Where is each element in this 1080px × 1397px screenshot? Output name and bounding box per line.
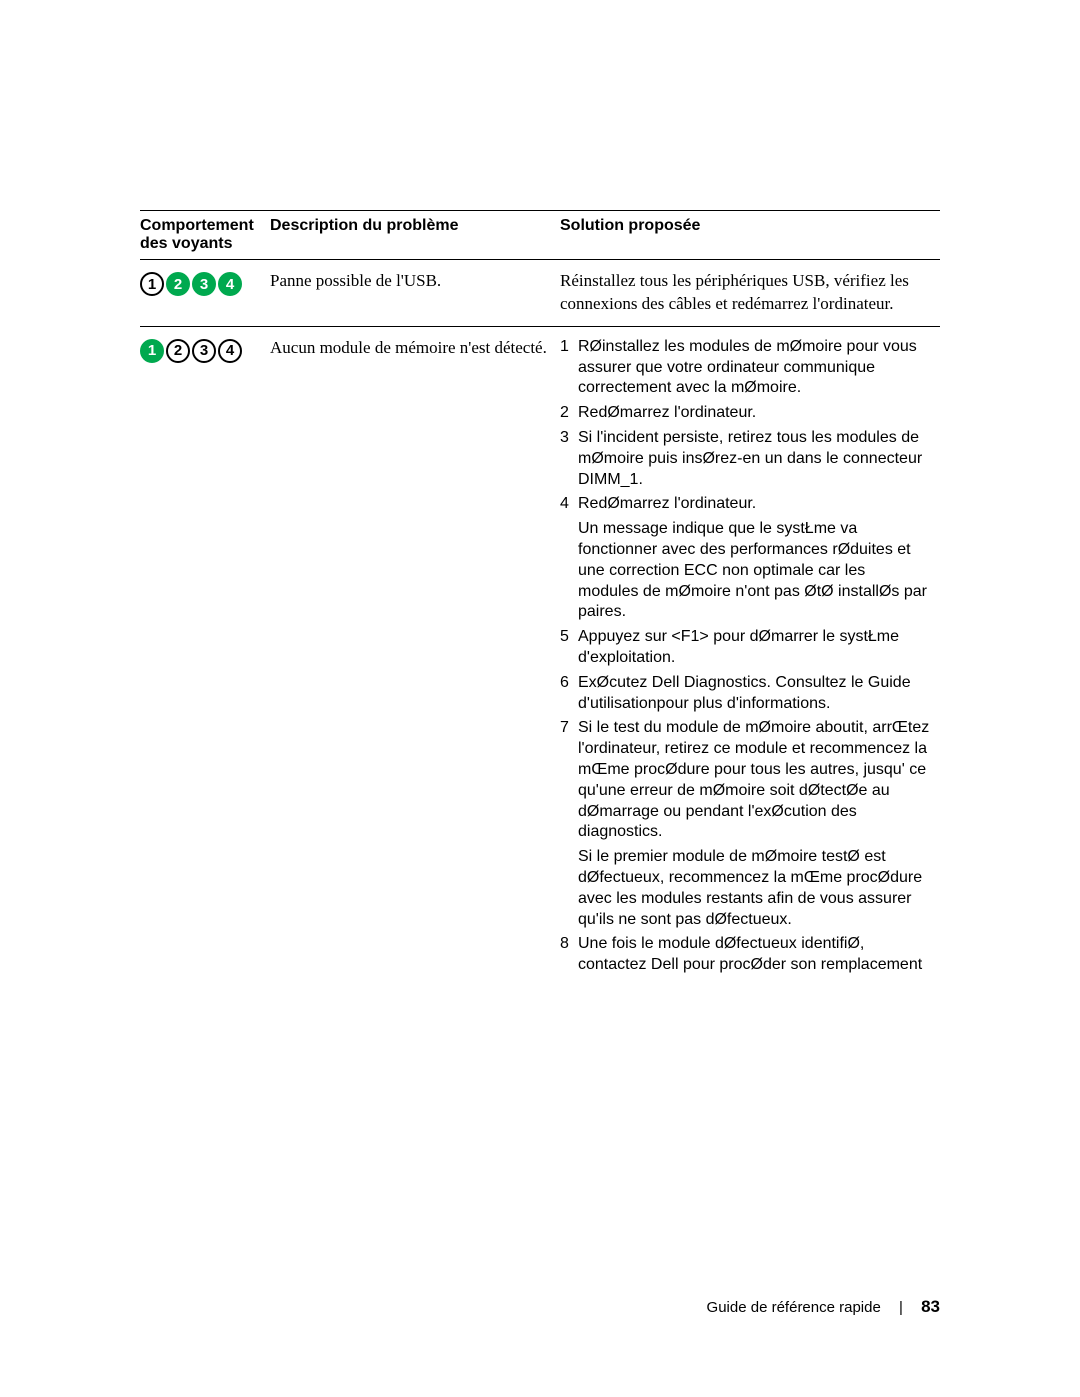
step-text: RØinstallez les modules de mØmoire pour … [574,337,930,399]
led-icon: 1 [140,272,164,296]
description-text: Aucun module de mémoire n'est détecté. [270,337,550,360]
table-body: 1234Panne possible de l'USB.Réinstallez … [140,260,940,990]
led-icon: 2 [166,272,190,296]
step-number: 8 [560,934,574,976]
solution-cell: 1RØinstallez les modules de mØmoire pour… [560,326,940,990]
diagnostic-table: Comportement des voyants Description du … [140,210,940,990]
step-subtext: Un message indique que le systŁme va fon… [578,519,930,623]
led-icon: 2 [166,339,190,363]
footer-separator: | [885,1299,917,1316]
footer-title: Guide de référence rapide [707,1299,881,1316]
led-group: 1234 [140,339,260,363]
page-content: Comportement des voyants Description du … [0,0,1080,990]
led-group: 1234 [140,272,260,296]
led-icon: 3 [192,272,216,296]
step-number: 1 [560,337,574,399]
step-subtext: Si le premier module de mØmoire testØ es… [578,847,930,930]
header-description: Description du problème [270,211,560,260]
step-text: Si l'incident persiste, retirez tous les… [574,428,930,490]
step-number: 5 [560,627,574,669]
header-lights: Comportement des voyants [140,211,270,260]
step-number: 7 [560,718,574,930]
led-icon: 4 [218,339,242,363]
table-row: 1234Aucun module de mémoire n'est détect… [140,326,940,990]
solution-step: 7Si le test du module de mØmoire aboutit… [560,718,930,930]
solution-step: 6ExØcutez Dell Diagnostics. Consultez le… [560,673,930,715]
solution-text: Réinstallez tous les périphériques USB, … [560,270,930,316]
step-number: 4 [560,494,574,623]
step-text: Si le test du module de mØmoire aboutit,… [574,718,930,930]
lights-cell: 1234 [140,326,270,990]
table-row: 1234 Panne possible de l'USB. Réinstallez … [140,260,940,327]
step-number: 3 [560,428,574,490]
step-text: Une fois le module dØfectueux identifiØ,… [574,934,930,976]
header-solution: Solution proposée [560,211,940,260]
step-text: Appuyez sur <F1> pour dØmarrer le systŁm… [574,627,930,669]
step-text: RedØmarrez l'ordinateur.Un message indiq… [574,494,930,623]
solution-step: 1RØinstallez les modules de mØmoire pour… [560,337,930,399]
description-text: Panne possible de l'USB. [270,270,550,293]
description-cell: Aucun module de mémoire n'est détecté. [270,326,560,990]
solution-cell: Réinstallez tous les périphériques USB, … [560,260,940,327]
step-number: 2 [560,403,574,424]
led-icon: 4 [218,272,242,296]
led-icon: 1 [140,339,164,363]
lights-cell: 1234 [140,260,270,327]
solution-step: 5Appuyez sur <F1> pour dØmarrer le systŁ… [560,627,930,669]
solution-step: 4RedØmarrez l'ordinateur.Un message indi… [560,494,930,623]
led-icon: 3 [192,339,216,363]
step-text: ExØcutez Dell Diagnostics. Consultez le … [574,673,930,715]
solution-step: 3Si l'incident persiste, retirez tous le… [560,428,930,490]
page-footer: Guide de référence rapide | 83 [707,1297,940,1317]
solution-step: 8Une fois le module dØfectueux identifiØ… [560,934,930,976]
footer-page-number: 83 [921,1297,940,1316]
step-number: 6 [560,673,574,715]
solution-steps: 1RØinstallez les modules de mØmoire pour… [560,337,930,976]
solution-step: 2RedØmarrez l'ordinateur. [560,403,930,424]
description-cell: Panne possible de l'USB. [270,260,560,327]
step-text: RedØmarrez l'ordinateur. [574,403,930,424]
